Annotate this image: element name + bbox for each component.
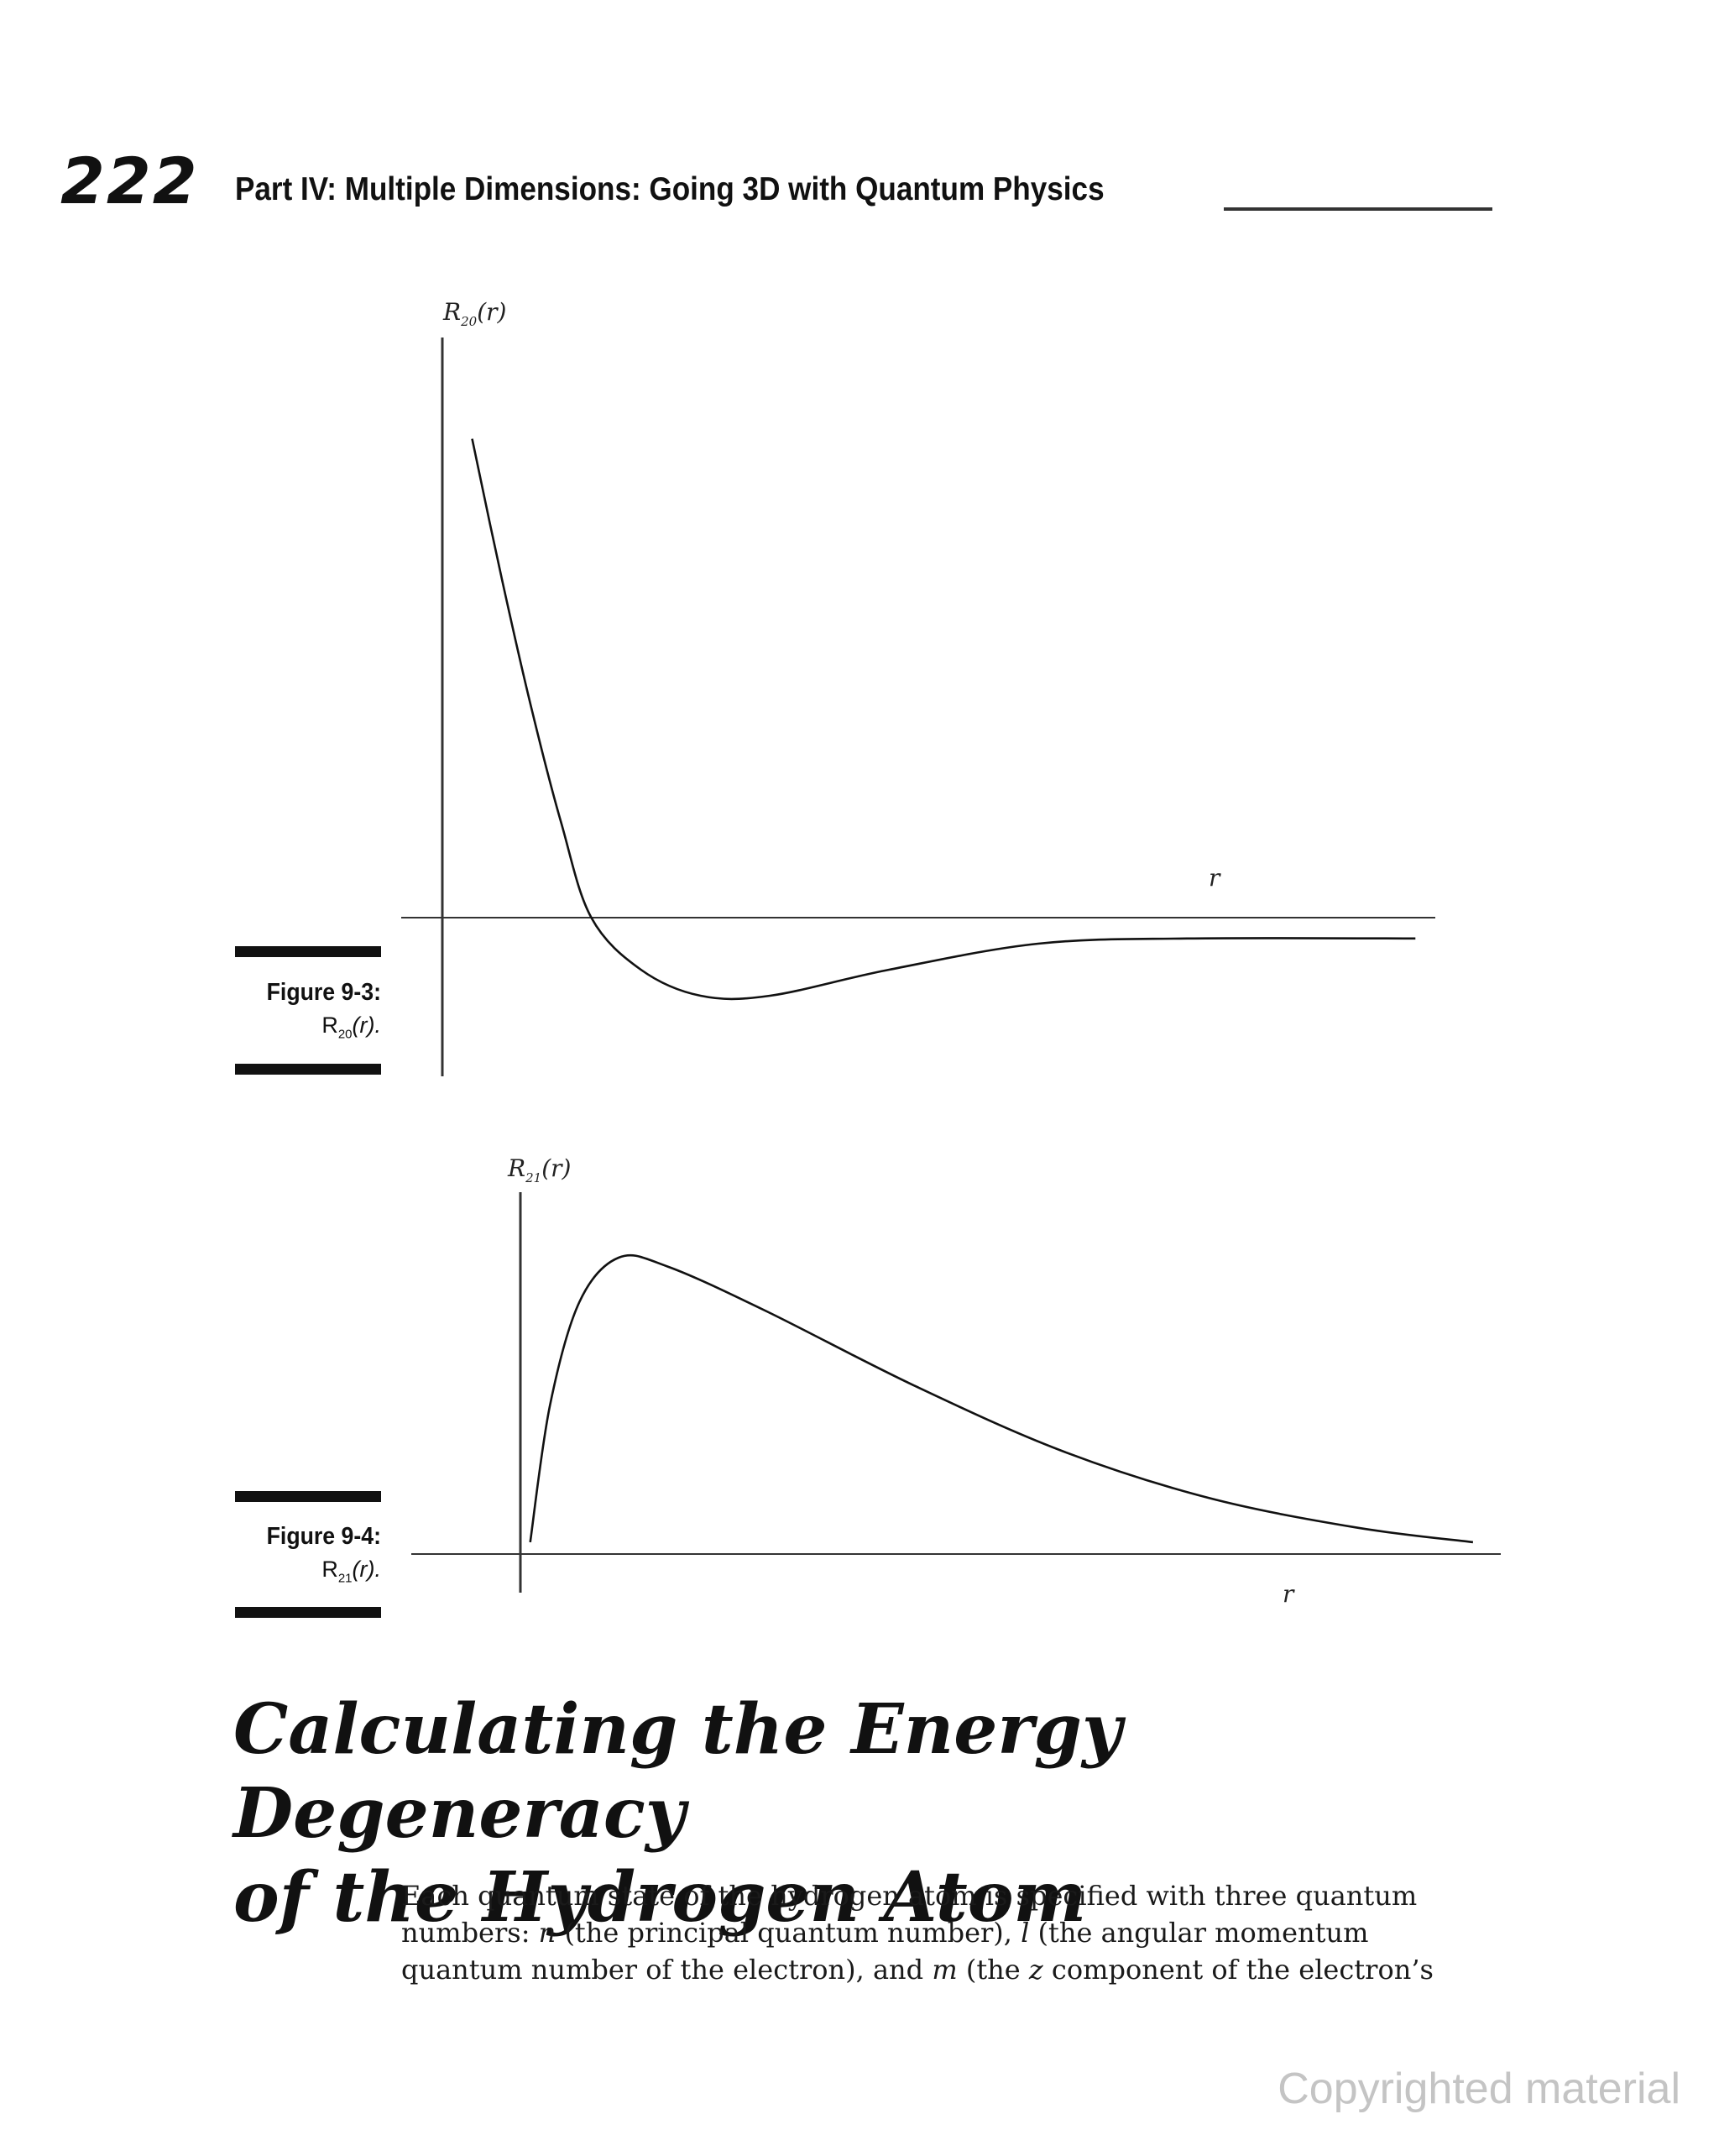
figure-9-4-top-bar <box>235 1491 381 1502</box>
figure-9-4-bottom-bar <box>235 1607 381 1618</box>
copyright-watermark: Copyrighted material <box>1277 2064 1680 2113</box>
page-number: 222 <box>60 144 199 218</box>
figure-9-4-label: Figure 9-4: <box>266 1523 381 1550</box>
body-paragraph: Each quantum state of the hydrogen atom … <box>401 1880 1434 1986</box>
figure-9-4-curve <box>529 1253 1474 1544</box>
figure-9-3-label: Figure 9-3: <box>266 979 381 1006</box>
figure-9-3-y-axis-label: R20(r) <box>442 298 506 329</box>
figure-9-3-caption: R20(r). <box>321 1013 381 1042</box>
figure-9-3-x-axis-label: r <box>1209 864 1221 892</box>
header-rule <box>1224 207 1492 211</box>
figure-9-3-curve <box>471 438 1416 1001</box>
figure-9-4-x-axis-label: r <box>1283 1580 1295 1608</box>
running-head: Part IV: Multiple Dimensions: Going 3D w… <box>235 171 1105 207</box>
section-heading: Calculating the Energy Degeneracy of the… <box>233 1689 1122 1938</box>
figure-9-3-top-bar <box>235 946 381 957</box>
figure-9-4-y-axis-label: R21(r) <box>507 1154 571 1185</box>
figure-9-3-bottom-bar <box>235 1064 381 1075</box>
figure-9-4-caption: R21(r). <box>321 1557 381 1586</box>
